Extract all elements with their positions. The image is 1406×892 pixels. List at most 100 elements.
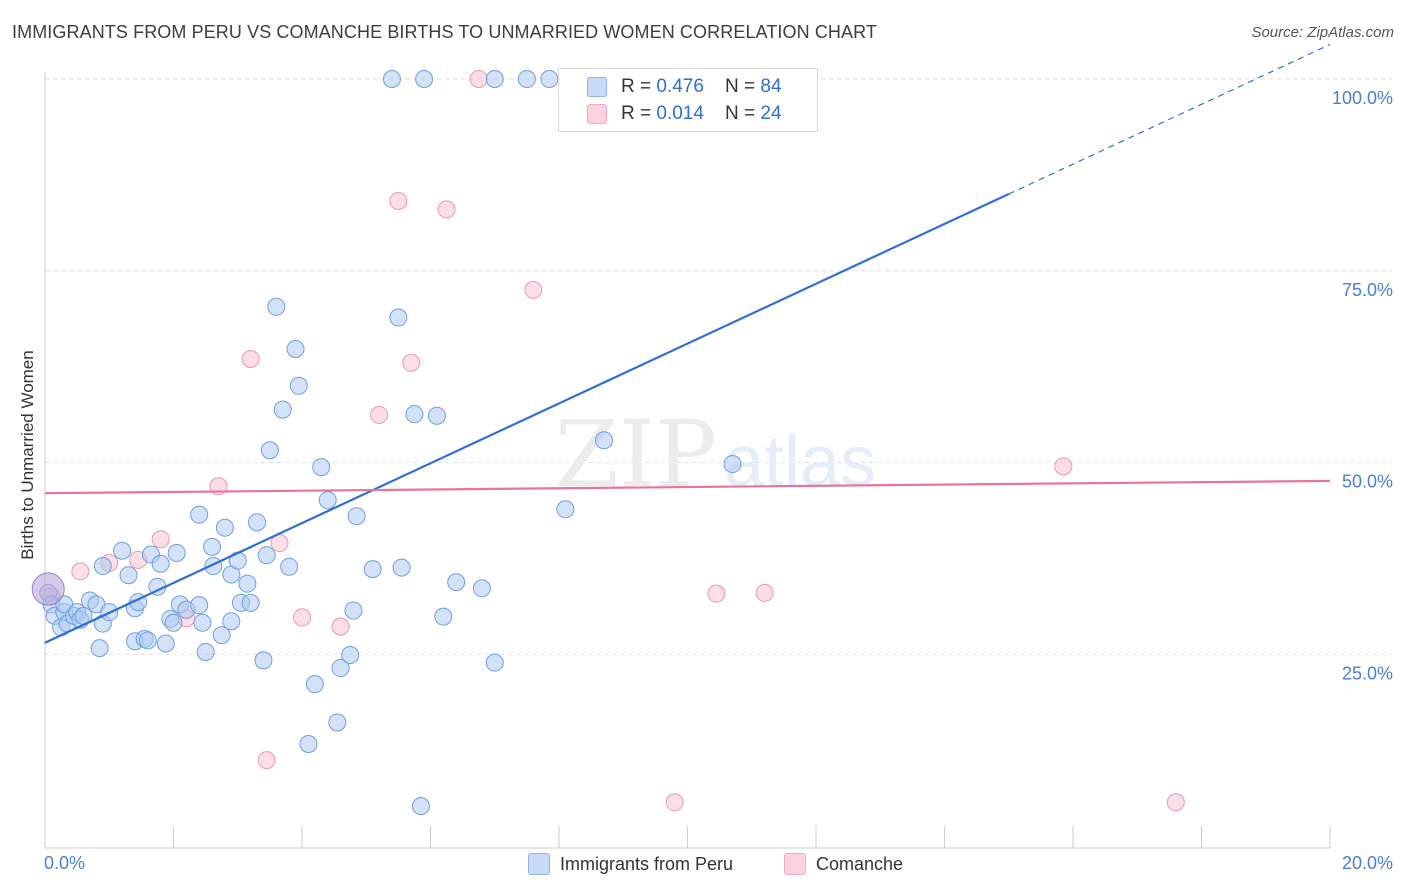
comanche-point [707,584,726,603]
peru-point [93,557,112,576]
peru-point [119,566,138,585]
peru-point [382,70,401,88]
peru-point [328,713,347,732]
peru-point [273,400,292,419]
peru-point [434,607,453,626]
peru-point [254,651,273,670]
n-value-peru: 84 [760,76,782,97]
peru-point [212,626,231,645]
peru-point [389,308,408,327]
peru-point [594,431,613,450]
peru-legend-swatch [528,853,550,875]
peru-point [190,596,209,615]
peru-point [472,579,491,598]
r-label: R = [621,76,657,97]
peru-point [485,653,504,672]
peru-point [267,297,286,316]
peru-point [156,634,175,653]
watermark-atlas: atlas [724,422,876,502]
peru-point [347,507,366,526]
peru-trend-extension [1008,43,1331,195]
peru-point [517,70,536,88]
n-label: N = [725,76,761,97]
peru-point [341,646,360,665]
comanche-point [331,617,350,636]
r-label: R = [621,103,657,124]
peru-point [196,642,215,661]
peru-point [193,613,212,632]
peru-point [167,544,186,563]
legend-item-peru[interactable]: Immigrants from Peru [528,852,733,876]
comanche-point [469,70,488,88]
comanche-point [71,562,90,581]
comanche-point [257,751,276,770]
comanche-point [755,583,774,602]
comanche-point [293,608,311,627]
peru-point [215,518,234,537]
legend-label-peru: Immigrants from Peru [560,853,734,874]
y-tick-label: 75.0% [1342,280,1393,300]
peru-point [190,505,209,524]
peru-point [238,574,257,593]
comanche-point [1054,457,1073,476]
peru-point [222,612,241,631]
comanche-point [402,353,421,372]
peru-point [312,458,331,477]
peru-point [203,537,222,556]
peru-point [485,70,504,88]
legend-item-comanche[interactable]: Comanche [784,852,903,876]
x-tick-label-max: 20.0% [1342,853,1393,873]
y-tick-label: 50.0% [1342,472,1393,492]
peru-point [286,339,305,358]
peru-point [90,639,109,658]
r-value-comanche: 0.014 [656,103,704,124]
stats-legend: R = 0.476 N = 84 R = 0.014 N = 24 [558,68,818,132]
peru-point [113,541,132,560]
peru-point [151,554,170,573]
legend-label-comanche: Comanche [816,853,904,874]
chart-title: IMMIGRANTS FROM PERU VS COMANCHE BIRTHS … [12,22,877,42]
comanche-trend-line [44,479,1331,495]
watermark-zip: ZIP [555,401,717,508]
peru-point [164,613,183,632]
peru-point [289,376,308,395]
x-tick-label-min: 0.0% [44,853,85,873]
peru-point [241,593,260,612]
r-value-peru: 0.476 [656,76,704,97]
peru-point [556,500,575,519]
peru-point [248,513,267,532]
peru-point [260,441,279,460]
tick-labels: 25.0% 50.0% 75.0% 100.0% 0.0% 20.0% [44,88,1393,873]
peru-point [405,405,424,424]
comanche-point [151,530,170,549]
comanche-point [370,405,389,424]
comanche-swatch [587,104,607,124]
trend-lines [44,43,1331,644]
comanche-point [1166,793,1185,812]
peru-point [331,659,350,678]
peru-point [138,631,157,650]
peru-point [411,797,430,816]
peru-swatch [587,77,607,97]
y-tick-label: 25.0% [1342,663,1393,683]
y-axis-label: Births to Unmarried Women [18,350,37,559]
source-label: Source: ZipAtlas.com [1251,24,1394,41]
n-label: N = [725,103,761,124]
peru-point [723,455,742,474]
peru-point [447,573,466,592]
peru-point [392,558,411,577]
peru-point [299,734,318,753]
peru-point [257,546,276,565]
y-tick-label: 100.0% [1332,88,1393,108]
peru-point [344,601,363,620]
comanche-point [241,349,260,368]
peru-point [363,560,382,579]
comanche-point [437,200,456,219]
peru-point [415,70,434,88]
n-value-comanche: 24 [760,103,782,124]
comanche-legend-swatch [784,853,806,875]
peru-point [427,406,446,425]
peru-point [540,70,559,88]
peru-point [280,557,299,576]
